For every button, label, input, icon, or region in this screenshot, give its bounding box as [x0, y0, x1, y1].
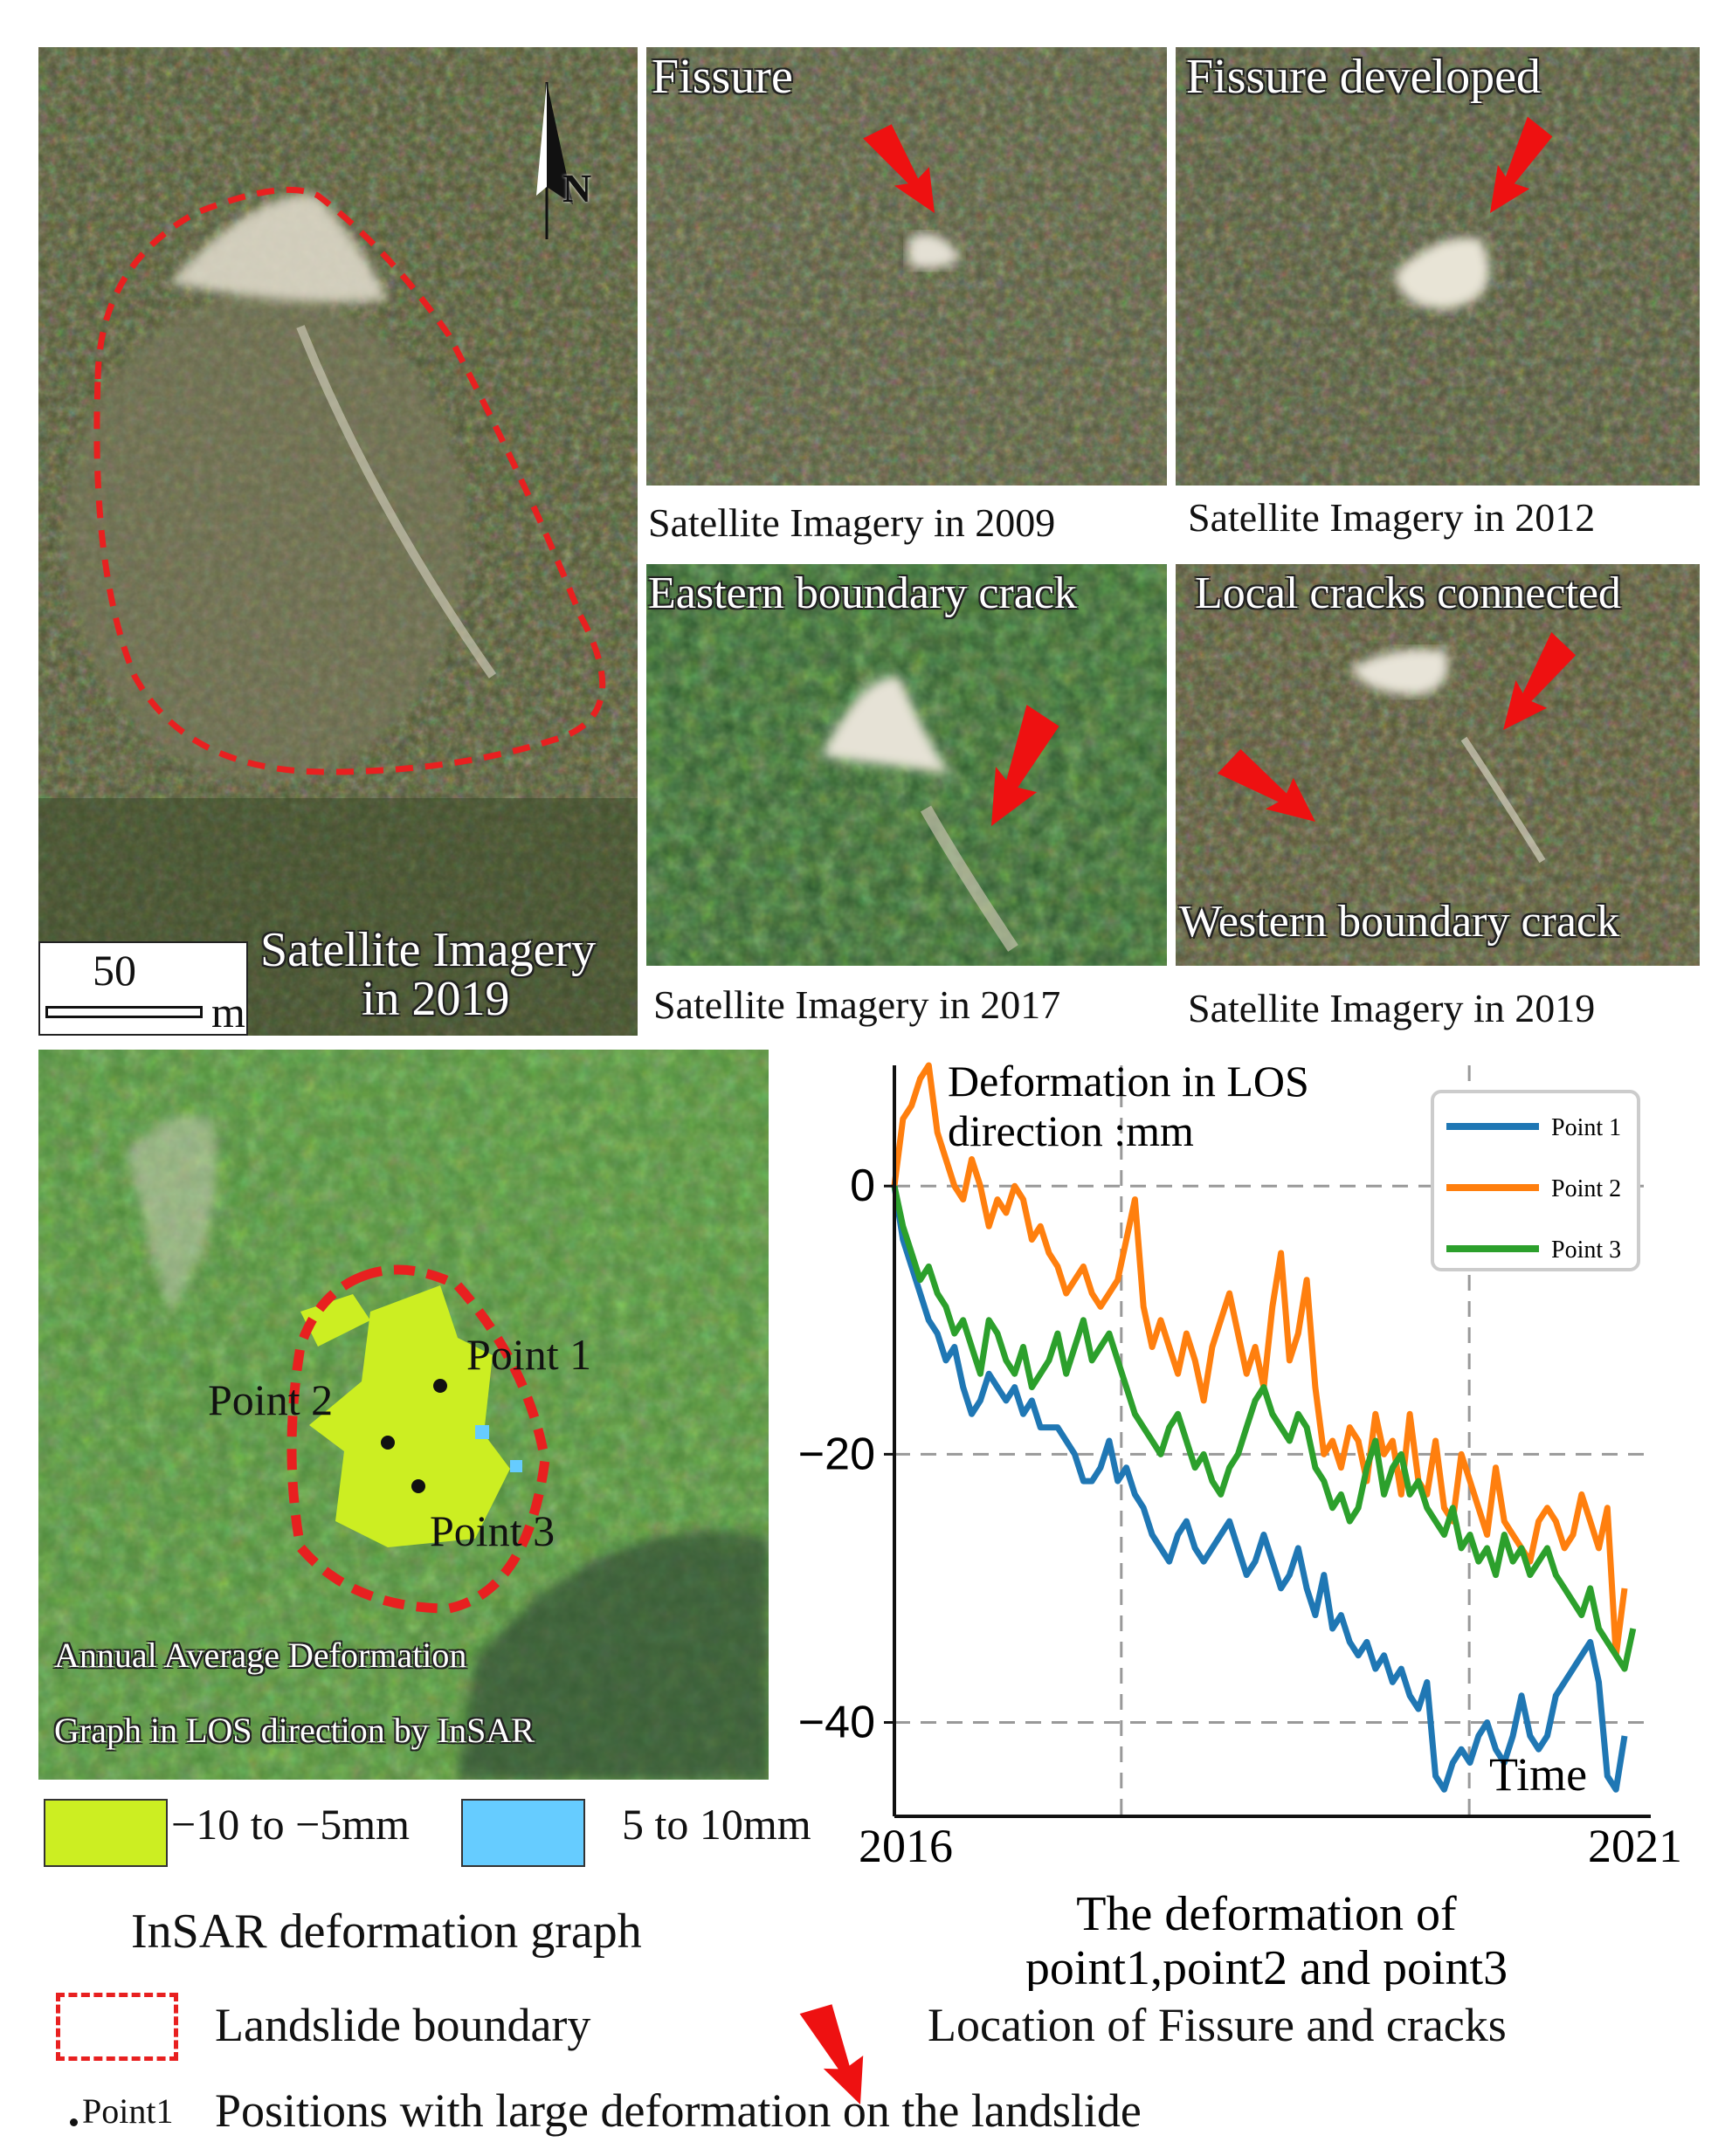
deformation-blue-cell — [475, 1425, 489, 1439]
satellite-image-2012 — [1176, 47, 1700, 486]
insar-title: InSAR deformation graph — [131, 1905, 642, 1959]
chart-ytick-label: −40 — [798, 1698, 875, 1748]
main-caption-line1: Satellite Imagery — [260, 923, 597, 977]
north-arrow-icon — [536, 82, 573, 239]
point2-marker — [381, 1436, 395, 1450]
fissure-arrow-icon — [861, 116, 953, 224]
chart-title-line2: direction :mm — [948, 1106, 1194, 1155]
landslide-boundary-main — [93, 186, 606, 775]
panel-2012: Fissure developed — [1176, 47, 1700, 486]
satellite-image-2009 — [646, 47, 1167, 486]
overlay-local-cracks: Local cracks connected — [1195, 568, 1621, 618]
insar-caption-line2: Graph in LOS direction by InSAR — [54, 1711, 535, 1750]
legend-blue-label: 5 to 10mm — [622, 1800, 811, 1849]
legend-blue-swatch — [461, 1799, 585, 1867]
legend-boundary-swatch — [56, 1993, 178, 2061]
chart-ytick-label: 0 — [850, 1161, 875, 1211]
main-satellite-image — [38, 47, 638, 1036]
main-satellite-panel: N 50 m Satellite Imagery in 2019 — [38, 47, 638, 1036]
caption-2017: Satellite Imagery in 2017 — [653, 982, 1061, 1027]
chart-legend-label: Point 3 — [1551, 1236, 1621, 1264]
legend-green-swatch — [44, 1799, 168, 1867]
caption-2009: Satellite Imagery in 2009 — [648, 500, 1056, 545]
overlay-eastern-crack: Eastern boundary crack — [648, 568, 1077, 618]
point2-label: Point 2 — [208, 1375, 334, 1424]
legend-boundary-label: Landslide boundary — [215, 1999, 591, 2051]
overlay-western-crack: Western boundary crack — [1179, 897, 1620, 947]
chart-caption-line2: point1,point2 and point3 — [1025, 1941, 1508, 1991]
caption-2012: Satellite Imagery in 2012 — [1188, 495, 1596, 540]
chart-caption-line1: The deformation of — [1076, 1887, 1457, 1941]
chart-series-line-point1 — [891, 1185, 1628, 1793]
north-label: N — [562, 166, 592, 210]
main-caption-line2: in 2019 — [362, 972, 510, 1026]
satellite-image-2019-detail — [1176, 564, 1700, 966]
chart-legend-box — [1431, 1090, 1640, 1271]
scale-bar-line — [45, 1006, 203, 1018]
panel-2009: Fissure — [646, 47, 1167, 486]
scale-value: 50 — [93, 946, 136, 995]
legend-green-label: −10 to −5mm — [171, 1800, 411, 1849]
legend-point-label: Positions with large deformation on the … — [215, 2084, 1142, 2137]
legend-arrow-label: Location of Fissure and cracks — [928, 1999, 1507, 2051]
fissure-developed-arrow-icon — [1474, 115, 1561, 224]
caption-2019-detail: Satellite Imagery in 2019 — [1188, 986, 1596, 1030]
point3-label: Point 3 — [430, 1506, 555, 1555]
satellite-image-2017 — [646, 564, 1167, 966]
eastern-crack-arrow-icon — [972, 704, 1069, 838]
panel-2017: Eastern boundary crack — [646, 564, 1167, 966]
chart-xlabel: Time — [1489, 1748, 1587, 1801]
deformation-chart: 0 −20 −40 Point 1 Point 2 Point 3 Deformatio… — [798, 1057, 1682, 1991]
chart-legend-label: Point 2 — [1551, 1175, 1621, 1202]
scale-bar-box: 50 m — [38, 941, 248, 1036]
point1-marker — [433, 1379, 447, 1393]
overlay-fissure: Fissure — [652, 50, 793, 104]
chart-ytick-label: −20 — [798, 1429, 875, 1479]
chart-series-line-point2 — [891, 1062, 1628, 1659]
insar-caption-line1: Annual Average Deformation — [54, 1636, 467, 1675]
insar-image — [38, 1050, 769, 1780]
chart-series-line-point3 — [891, 1185, 1637, 1672]
chart-title-line1: Deformation in LOS — [948, 1057, 1309, 1106]
chart-x-start: 2016 — [859, 1820, 953, 1872]
point3-marker — [411, 1479, 425, 1493]
panel-2019-detail: Local cracks connected Western boundary … — [1176, 564, 1700, 966]
scale-unit: m — [211, 988, 245, 1036]
chart-legend-label: Point 1 — [1551, 1114, 1621, 1141]
deformation-blue-cell — [510, 1460, 522, 1472]
overlay-fissure-developed: Fissure developed — [1186, 50, 1541, 104]
legend-point-dot — [70, 2118, 78, 2126]
insar-panel: Point 1 Point 2 Point 3 Annual Average D… — [38, 1050, 769, 1780]
point1-label: Point 1 — [466, 1330, 592, 1379]
legend-point-tag: Point1 — [82, 2091, 174, 2131]
chart-x-end: 2021 — [1588, 1820, 1682, 1872]
